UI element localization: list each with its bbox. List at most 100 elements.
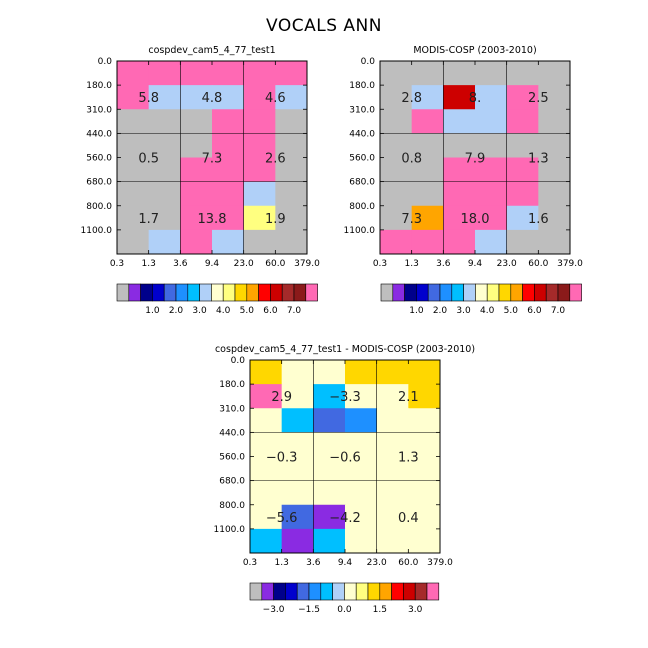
heatmap-cell: [475, 61, 508, 86]
x-tick-label: 379.0: [294, 259, 320, 269]
colorbar-label: 6.0: [263, 306, 278, 316]
colorbar-box: [128, 283, 141, 302]
y-tick-label: 1100.0: [344, 226, 376, 236]
heatmap-cell: [475, 157, 508, 183]
colorbar-box: [367, 582, 381, 601]
colorbar: 1.0 2.0 3.0 4.0 5.0 6.0 7.0: [380, 283, 582, 316]
y-tick-label: 310.0: [349, 105, 375, 115]
x-tick-label: 9.4: [205, 259, 220, 269]
x-tick-label: 60.0: [528, 259, 548, 269]
data-label: −3.3: [329, 390, 361, 405]
colorbar-box: [451, 283, 464, 302]
colorbar-box: [246, 283, 259, 302]
data-label: 2.1: [398, 390, 419, 405]
colorbar-box: [355, 582, 369, 601]
colorbar-box: [320, 582, 333, 601]
heatmap-cell: [380, 133, 413, 158]
x-tick-label: 3.6: [436, 259, 451, 269]
heatmap-cell: [250, 408, 283, 433]
heatmap-cell: [281, 528, 314, 554]
colorbar-box: [557, 283, 571, 302]
heatmap-cell: [243, 85, 276, 110]
y-tick-label: 440.0: [349, 129, 375, 139]
colorbar-box: [234, 283, 248, 302]
heatmap-cell: [212, 181, 245, 207]
heatmap-cell: [408, 528, 441, 554]
heatmap-cell: [180, 133, 213, 158]
colorbar-box: [379, 582, 392, 601]
heatmap-cell: [281, 408, 314, 433]
heatmap-cell: [148, 109, 181, 134]
heatmap-cell: [117, 109, 150, 134]
colorbar-box: [270, 283, 283, 302]
colorbar-box: [285, 582, 298, 601]
heatmap-cell: [345, 504, 378, 530]
y-tick-label: 560.0: [219, 453, 245, 463]
y-tick-label: 180.0: [219, 380, 245, 390]
heatmap-cell: [538, 157, 571, 183]
x-tick-label: 23.0: [497, 259, 517, 269]
colorbar-label: 4.0: [480, 306, 495, 316]
colorbar-box: [249, 582, 263, 601]
heatmap-cell: [148, 85, 181, 110]
data-label: 4.6: [265, 91, 286, 106]
x-tick-label: 23.0: [367, 558, 387, 568]
heatmap-cell: [275, 229, 308, 255]
colorbar-label: 6.0: [527, 306, 542, 316]
heatmap-cell: [313, 432, 346, 457]
x-tick-label: 0.3: [243, 558, 257, 568]
data-label: 0.5: [138, 152, 159, 167]
colorbar-label: −3.0: [263, 605, 285, 615]
data-label: 7.3: [202, 152, 223, 167]
y-tick-label: 680.0: [219, 477, 245, 487]
heatmap-cell: [180, 229, 213, 255]
heatmap-cell: [380, 85, 413, 110]
heatmap-cell: [243, 109, 276, 134]
x-tick-label: 60.0: [398, 558, 418, 568]
heatmap-cell: [475, 205, 508, 231]
main-title: VOCALS ANN: [266, 16, 382, 36]
heatmap-cell: [313, 504, 346, 530]
colorbar-box: [258, 283, 271, 302]
y-tick-label: 0.0: [361, 57, 376, 67]
heatmap-cell: [376, 456, 409, 482]
data-label: 4.8: [202, 91, 223, 106]
colorbar-box: [498, 283, 512, 302]
heatmap-cell: [475, 85, 508, 110]
colorbar-box: [439, 283, 453, 302]
y-tick-label: 180.0: [86, 81, 112, 91]
heatmap-cell: [411, 229, 444, 255]
heatmap-cell: [475, 109, 508, 134]
colorbar-box: [534, 283, 547, 302]
heatmap-cell: [117, 157, 150, 183]
heatmap-cell: [212, 133, 245, 158]
x-tick-label: 379.0: [427, 558, 453, 568]
colorbar-box: [116, 283, 130, 302]
colorbar-label: 3.0: [408, 605, 423, 615]
colorbar-box: [404, 283, 417, 302]
heatmap-cell: [506, 61, 539, 86]
panel-2: MODIS-COSP (2003-2010) 0.0 180.0 310.0 440.0…: [344, 45, 584, 316]
heatmap-cell: [411, 133, 444, 158]
colorbar-box: [308, 582, 322, 601]
heatmap-cell: [212, 61, 245, 86]
heatmap-cell: [148, 157, 181, 183]
heatmap-cell: [408, 360, 441, 385]
heatmap-cell: [376, 480, 409, 506]
heatmap-cell: [212, 157, 245, 183]
colorbar-label: 5.0: [240, 306, 255, 316]
colorbar-box: [222, 283, 236, 302]
heatmap-cell: [243, 133, 276, 158]
heatmap-cell: [408, 504, 441, 530]
panels: cospdev_cam5_4_77_test1 0.0 180.0 310.0 440.…: [81, 45, 584, 615]
heatmap-cell: [117, 205, 150, 231]
heatmap-cell: [313, 408, 346, 433]
colorbar-box: [305, 283, 318, 302]
heatmap-cell: [250, 432, 283, 457]
colorbar-box: [392, 283, 405, 302]
y-tick-label: 680.0: [349, 178, 375, 188]
heatmap-cell: [281, 432, 314, 457]
data-label: −5.6: [266, 511, 298, 526]
x-tick-label: 3.6: [306, 558, 321, 568]
colorbar-label: 7.0: [551, 306, 566, 316]
